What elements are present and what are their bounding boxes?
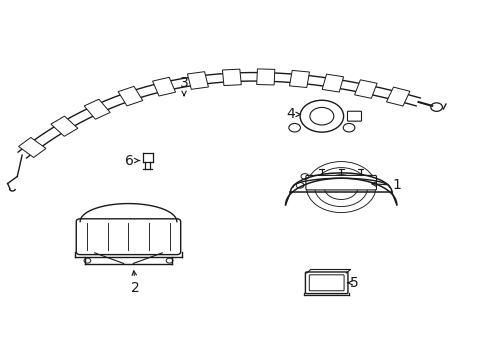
FancyBboxPatch shape: [305, 272, 347, 294]
Text: 1: 1: [371, 178, 400, 192]
Text: 3: 3: [179, 76, 188, 96]
Polygon shape: [118, 86, 142, 106]
FancyBboxPatch shape: [347, 111, 361, 121]
Circle shape: [288, 123, 300, 132]
Polygon shape: [289, 71, 309, 87]
Text: 6: 6: [125, 153, 140, 167]
Polygon shape: [386, 87, 409, 106]
Text: 5: 5: [347, 276, 358, 290]
Polygon shape: [84, 99, 110, 119]
Polygon shape: [354, 80, 376, 98]
Polygon shape: [51, 116, 78, 136]
Polygon shape: [152, 77, 175, 96]
FancyBboxPatch shape: [76, 219, 180, 255]
Circle shape: [343, 123, 354, 132]
Polygon shape: [222, 69, 241, 86]
Polygon shape: [19, 138, 46, 157]
FancyBboxPatch shape: [305, 175, 376, 190]
Text: 2: 2: [131, 271, 140, 295]
Polygon shape: [256, 69, 274, 85]
Polygon shape: [187, 72, 208, 89]
Text: 4: 4: [285, 107, 300, 121]
Polygon shape: [322, 74, 343, 92]
